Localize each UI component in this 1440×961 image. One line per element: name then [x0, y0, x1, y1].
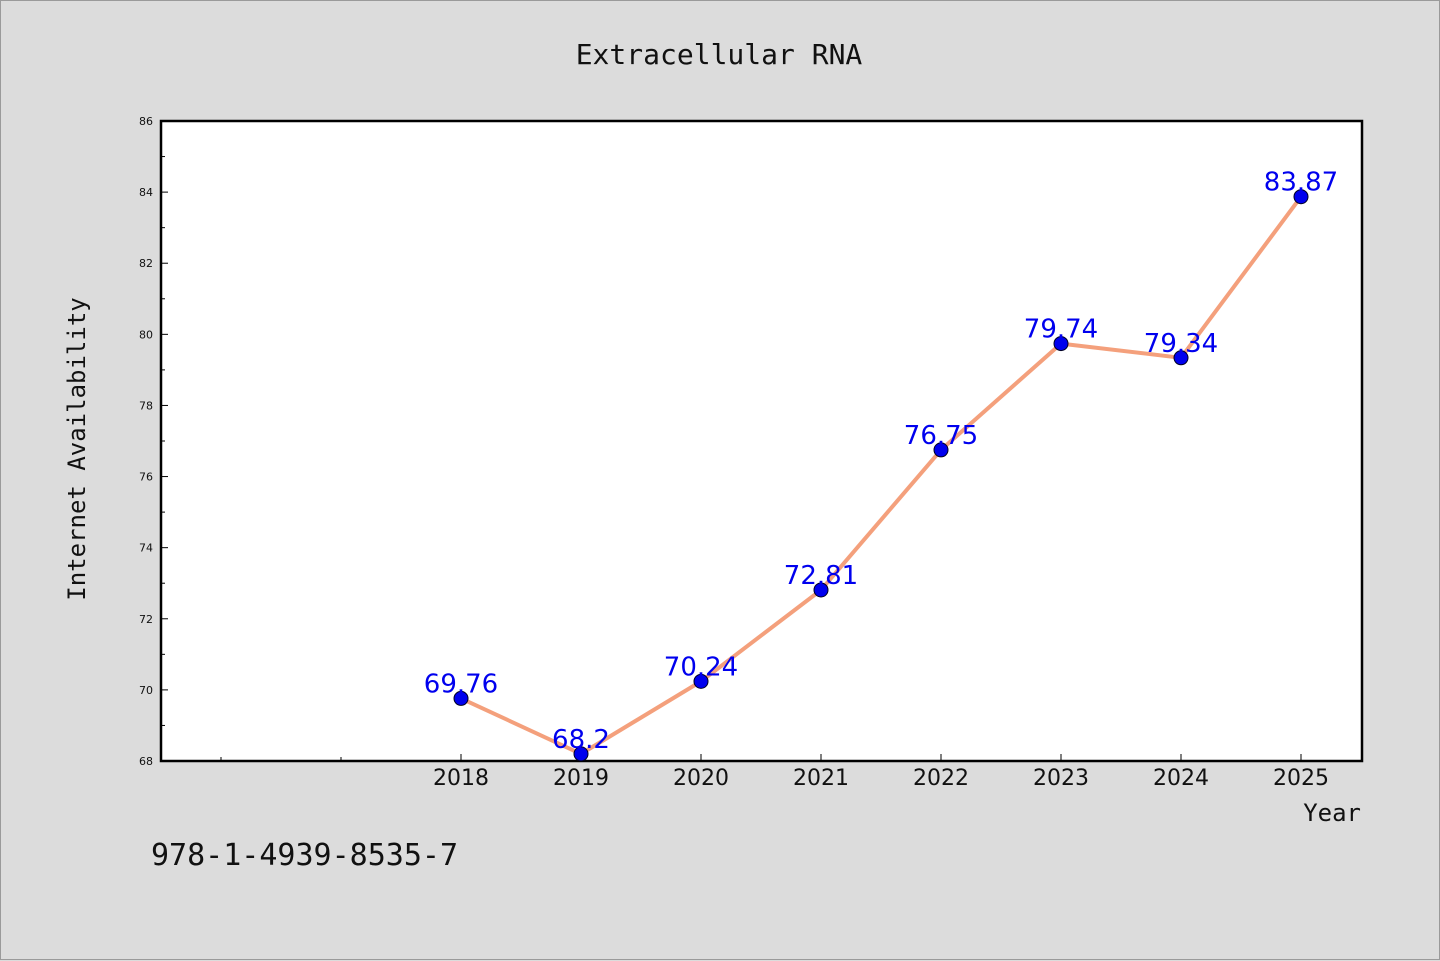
y-tick-label: 70 — [139, 684, 153, 697]
y-tick-label: 84 — [139, 186, 153, 199]
series-line-group: 69.76 68.2 70.24 72.81 76.75 79.74 79.34 83.87 — [424, 168, 1338, 762]
x-tick-label: 2021 — [793, 766, 849, 791]
x-tick-label: 2018 — [433, 766, 489, 791]
x-tick-label: 2023 — [1033, 766, 1089, 791]
y-tick-label: 68 — [139, 755, 153, 768]
footer-code: 978-1-4939-8535-7 — [151, 838, 458, 873]
x-tick-label: 2025 — [1273, 766, 1329, 791]
y-tick-label: 76 — [139, 471, 153, 484]
chart-title: Extracellular RNA — [576, 38, 863, 71]
data-point — [1053, 336, 1069, 352]
x-tick-label: 2020 — [673, 766, 729, 791]
data-label: 70.24 — [664, 652, 738, 682]
x-tick-label: 2019 — [553, 766, 609, 791]
x-axis-label: Year — [1303, 799, 1361, 827]
data-label: 68.2 — [552, 725, 610, 755]
y-tick-label: 82 — [139, 257, 153, 270]
data-label: 72.81 — [784, 561, 858, 591]
data-point — [693, 673, 709, 689]
data-point — [573, 746, 589, 762]
y-tick-label: 72 — [139, 613, 153, 626]
y-tick-label: 78 — [139, 399, 153, 412]
y-axis-label: Internet Availability — [63, 297, 91, 600]
series-line — [459, 194, 1303, 756]
data-point — [933, 442, 949, 458]
data-label: 69.76 — [424, 669, 498, 699]
data-point — [1173, 350, 1189, 366]
data-label: 79.34 — [1144, 329, 1218, 359]
y-axis: 68 70 72 74 76 78 80 82 84 86 — [139, 115, 168, 768]
x-tick-label: 2022 — [913, 766, 969, 791]
y-tick-label: 86 — [139, 115, 153, 128]
y-tick-label: 80 — [139, 328, 153, 341]
data-label: 83.87 — [1264, 168, 1338, 198]
data-point — [1293, 189, 1309, 205]
x-axis: 2018 2019 2020 2021 2022 2023 2024 2025 — [220, 754, 1329, 791]
data-label: 76.75 — [904, 421, 978, 451]
data-label: 79.74 — [1024, 315, 1098, 345]
data-point — [813, 582, 829, 598]
data-point — [453, 690, 469, 706]
y-tick-label: 74 — [139, 542, 153, 555]
plot-area — [159, 119, 1364, 763]
x-tick-label: 2024 — [1153, 766, 1209, 791]
